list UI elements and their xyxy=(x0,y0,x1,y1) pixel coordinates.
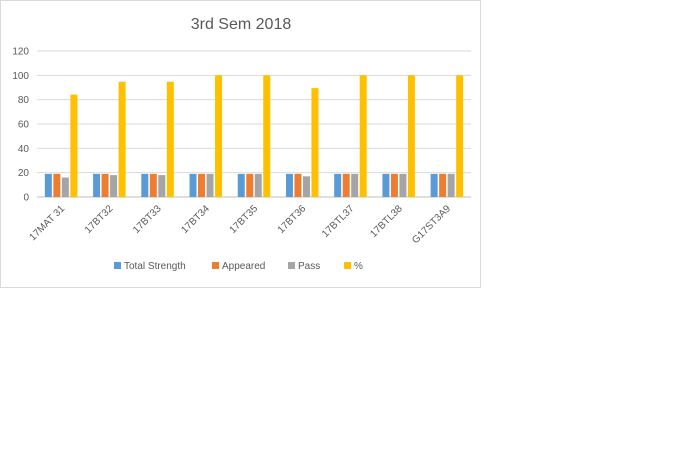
bar xyxy=(101,173,109,197)
legend-swatch xyxy=(288,262,295,269)
legend: Total Strength Appeared Pass% xyxy=(114,261,363,272)
chart-area: 3rd Sem 2018 0 20 40 60 80 100 120 17MAT 31 17B… xyxy=(0,0,481,288)
y-tick-label: 20 xyxy=(18,168,30,179)
bar xyxy=(53,173,61,197)
bar xyxy=(407,75,415,197)
y-tick-label: 100 xyxy=(12,71,29,82)
bar xyxy=(61,177,69,197)
bar xyxy=(70,94,78,197)
bar xyxy=(342,173,350,197)
x-tick-label: 17BT36 xyxy=(276,203,309,236)
bar xyxy=(246,173,254,197)
bar xyxy=(149,173,157,197)
bar xyxy=(93,173,101,197)
legend-item: % xyxy=(344,261,363,272)
x-tick-label: 17BT34 xyxy=(179,203,212,236)
bar xyxy=(263,75,271,197)
bar-chart: 3rd Sem 2018 0 20 40 60 80 100 120 17MAT 31 17B… xyxy=(12,16,471,272)
bar xyxy=(254,173,262,197)
x-axis: 17MAT 31 17BT32 17BT33 17BT34 17BT35 17BT36 17… xyxy=(27,203,453,246)
bar xyxy=(439,173,447,197)
bar xyxy=(285,173,293,197)
x-tick-label: 17BTL38 xyxy=(368,203,405,240)
bar xyxy=(198,173,206,197)
bar xyxy=(158,175,166,197)
y-tick-label: 60 xyxy=(18,120,30,131)
bar xyxy=(390,173,398,197)
legend-item: Total Strength xyxy=(114,261,186,272)
x-tick-label: 17BT35 xyxy=(228,203,261,236)
bar xyxy=(44,173,52,197)
bar xyxy=(166,81,174,197)
bar xyxy=(206,173,214,197)
legend-label: Total Strength xyxy=(124,261,186,272)
chart-title: 3rd Sem 2018 xyxy=(191,16,292,33)
bar xyxy=(447,173,455,197)
x-tick-label: 17MAT 31 xyxy=(27,203,67,243)
bar xyxy=(141,173,149,197)
legend-label: Pass xyxy=(298,261,320,272)
x-tick-label: 17BTL37 xyxy=(320,203,357,240)
y-axis: 0 20 40 60 80 100 120 xyxy=(12,47,29,204)
legend-swatch xyxy=(114,262,121,269)
bar xyxy=(189,173,197,197)
bar xyxy=(351,173,359,197)
bar xyxy=(118,81,126,197)
y-tick-label: 40 xyxy=(18,144,30,155)
gridlines xyxy=(37,50,471,198)
bar xyxy=(215,75,223,197)
legend-item: Appeared xyxy=(212,261,265,272)
x-tick-label: G17ST3A9 xyxy=(410,203,453,246)
bar xyxy=(359,75,367,197)
y-tick-label: 80 xyxy=(18,95,30,106)
x-tick-label: 17BT32 xyxy=(83,203,116,236)
bar xyxy=(334,173,342,197)
bar xyxy=(302,176,310,197)
y-tick-label: 0 xyxy=(23,193,29,204)
bar xyxy=(382,173,390,197)
legend-label: % xyxy=(354,261,363,272)
bar xyxy=(456,75,464,197)
bar xyxy=(430,173,438,197)
bar xyxy=(237,173,245,197)
bar xyxy=(110,175,118,197)
legend-swatch xyxy=(212,262,219,269)
bars xyxy=(44,75,464,197)
y-tick-label: 120 xyxy=(12,47,29,58)
bar xyxy=(294,173,302,197)
legend-label: Appeared xyxy=(222,261,265,272)
legend-item: Pass xyxy=(288,261,320,272)
legend-swatch xyxy=(344,262,351,269)
x-tick-label: 17BT33 xyxy=(131,203,164,236)
bar xyxy=(399,173,407,197)
bar xyxy=(311,88,319,197)
